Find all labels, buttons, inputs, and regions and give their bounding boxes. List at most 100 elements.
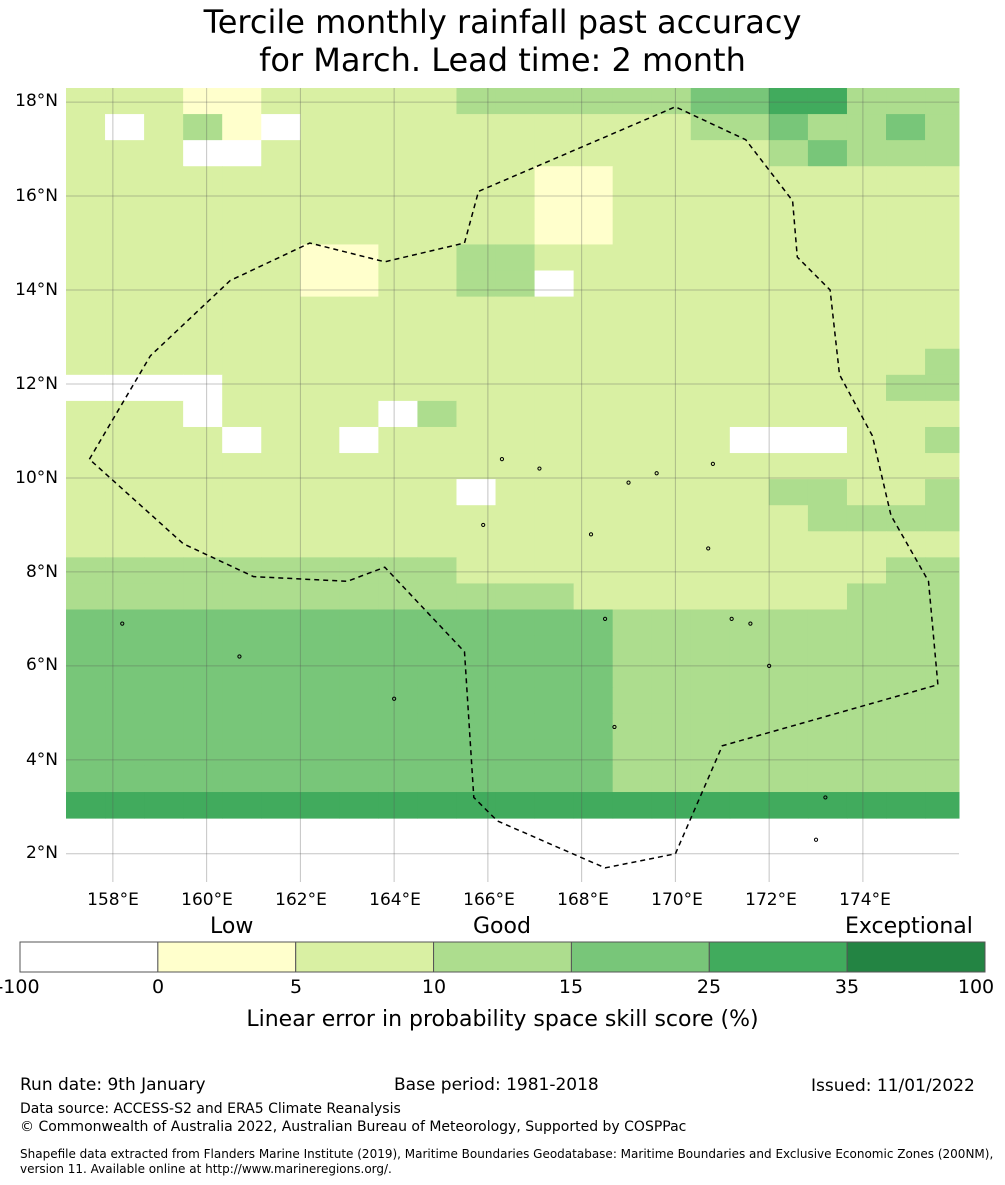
lat-label-14n: 14°N xyxy=(15,280,58,300)
skill-cell xyxy=(339,374,379,402)
skill-cell xyxy=(925,792,960,819)
skill-cell xyxy=(105,400,145,428)
skill-cell xyxy=(534,348,575,376)
skill-cell xyxy=(573,322,614,350)
skill-cell xyxy=(729,635,770,663)
skill-cell xyxy=(183,166,223,193)
skill-cell xyxy=(534,635,575,663)
island-outline xyxy=(823,795,828,800)
skill-cell xyxy=(339,583,379,611)
skill-cell xyxy=(222,713,262,741)
skill-cell xyxy=(768,531,809,558)
skill-cell xyxy=(612,479,653,506)
skill-cell xyxy=(417,400,457,428)
skill-cell xyxy=(534,453,575,480)
skill-cell xyxy=(925,348,960,376)
skill-cell xyxy=(651,713,692,741)
skill-cell xyxy=(573,792,614,819)
skill-cell xyxy=(456,114,497,141)
skill-cell xyxy=(456,505,497,532)
skill-cell xyxy=(222,114,262,141)
skill-cell xyxy=(222,661,262,689)
skill-cell xyxy=(144,192,184,219)
skill-cell xyxy=(807,166,848,193)
eez-boundary xyxy=(88,105,939,869)
skill-cell xyxy=(222,244,262,272)
skill-cell xyxy=(768,792,809,819)
title-line-1: Tercile monthly rainfall past accuracy xyxy=(203,3,802,41)
skill-cell xyxy=(222,453,262,480)
skill-cell xyxy=(222,166,262,193)
skill-cell xyxy=(729,218,770,245)
skill-cell xyxy=(886,426,926,454)
skill-cell xyxy=(222,479,262,506)
skill-cell xyxy=(300,296,340,324)
skill-cell xyxy=(495,661,536,689)
skill-cell xyxy=(768,661,809,689)
skill-cell xyxy=(261,739,301,767)
skill-cell xyxy=(378,348,418,376)
skill-cell xyxy=(886,296,926,324)
skill-cell xyxy=(222,739,262,767)
skill-cell xyxy=(222,635,262,663)
skill-cell xyxy=(261,192,301,219)
skill-cell xyxy=(768,687,809,715)
skill-cell xyxy=(690,166,731,193)
skill-cell xyxy=(261,479,301,506)
skill-cell xyxy=(690,218,731,245)
skill-cell xyxy=(846,322,887,350)
colorbar-segment xyxy=(295,941,435,973)
skill-cell xyxy=(456,426,497,454)
issued-date: Issued: 11/01/2022 xyxy=(811,1076,975,1096)
skill-cell xyxy=(417,531,457,558)
skill-cell xyxy=(534,166,575,193)
skill-cell xyxy=(144,739,184,767)
skill-cell xyxy=(807,296,848,324)
skill-cell xyxy=(612,505,653,532)
lat-label-4n: 4°N xyxy=(25,750,58,770)
skill-cell xyxy=(534,140,575,167)
skill-cell xyxy=(534,765,575,793)
lat-label-18n: 18°N xyxy=(15,91,58,111)
skill-cell xyxy=(729,609,770,637)
skill-cell xyxy=(729,400,770,428)
skill-cell xyxy=(690,88,731,115)
skill-cell xyxy=(222,192,262,219)
skill-cell xyxy=(612,531,653,558)
island-outline xyxy=(710,461,715,466)
colorbar-tick: 10 xyxy=(421,976,447,998)
skill-cell xyxy=(417,218,457,245)
skill-cell xyxy=(651,88,692,115)
skill-cell xyxy=(261,140,301,167)
skill-cell xyxy=(183,192,223,219)
skill-cell xyxy=(300,400,340,428)
skill-cell xyxy=(300,114,340,141)
skill-cell xyxy=(261,270,301,298)
skill-cell xyxy=(807,479,848,506)
skill-cell xyxy=(807,713,848,741)
skill-cell xyxy=(339,661,379,689)
skill-cell xyxy=(300,218,340,245)
skill-cell xyxy=(456,479,497,506)
skill-cell xyxy=(573,479,614,506)
skill-cell xyxy=(144,687,184,715)
skill-cell xyxy=(690,531,731,558)
skill-cell xyxy=(846,739,887,767)
skill-cell xyxy=(651,400,692,428)
island-outline xyxy=(748,621,753,626)
skill-cell xyxy=(66,531,106,558)
skill-cell xyxy=(417,687,457,715)
skill-cell xyxy=(417,322,457,350)
data-source: Data source: ACCESS-S2 and ERA5 Climate … xyxy=(20,1101,401,1117)
skill-cell xyxy=(456,583,497,611)
skill-cell xyxy=(729,765,770,793)
skill-cell xyxy=(183,765,223,793)
skill-cell xyxy=(651,453,692,480)
skill-cell xyxy=(651,792,692,819)
skill-cell xyxy=(105,88,145,115)
skill-cell xyxy=(846,505,887,532)
colorbar-segment xyxy=(157,941,297,973)
skill-cell xyxy=(651,218,692,245)
skill-cell xyxy=(925,88,960,115)
skill-cell xyxy=(183,713,223,741)
